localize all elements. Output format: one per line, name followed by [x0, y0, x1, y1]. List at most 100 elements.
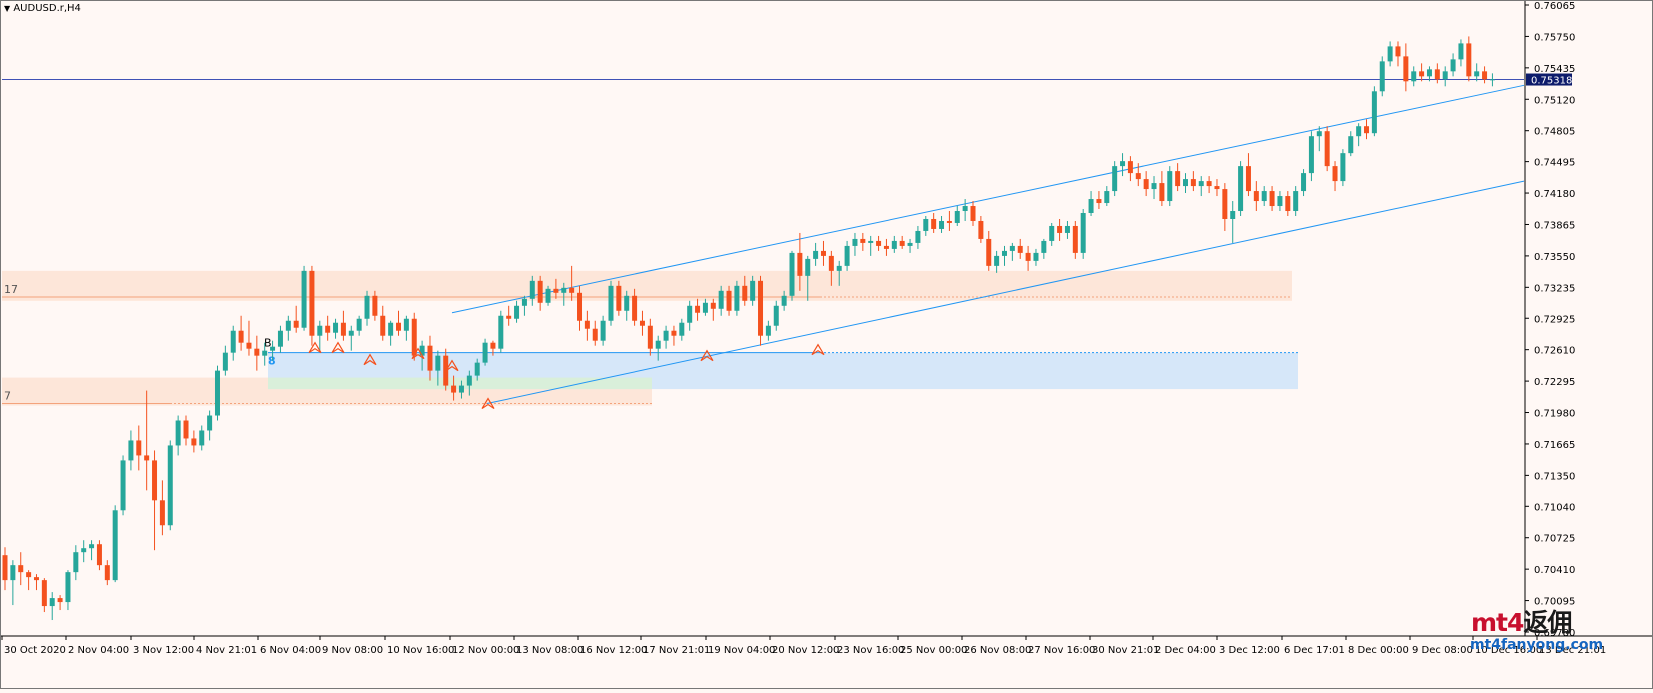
candle-body — [1033, 252, 1039, 261]
candle — [1206, 176, 1212, 194]
candle — [679, 318, 685, 341]
price-tick-label: 0.70095 — [1534, 597, 1575, 608]
candle-body — [529, 280, 535, 299]
candle — [1482, 66, 1488, 84]
candle — [1127, 156, 1133, 182]
candle-body — [443, 355, 449, 386]
candle — [214, 365, 220, 421]
candle-body — [946, 220, 952, 223]
candle — [1049, 222, 1055, 246]
candle-body — [632, 295, 638, 321]
candle — [608, 280, 614, 326]
marker-b-label: B — [264, 337, 272, 350]
candle — [868, 235, 874, 256]
candle — [1364, 119, 1370, 140]
candle-body — [624, 295, 630, 311]
candle-body — [907, 242, 913, 246]
price-tick-label: 0.73235 — [1534, 283, 1575, 294]
candle-body — [159, 500, 165, 526]
candle-body — [1340, 153, 1346, 182]
candle-body — [1214, 186, 1220, 190]
candle — [364, 290, 370, 326]
candle — [1458, 39, 1464, 67]
candle-body — [1371, 91, 1377, 134]
candle-body — [120, 460, 126, 511]
price-tick-label: 0.74180 — [1534, 189, 1575, 200]
candle-body — [750, 280, 756, 301]
candle — [954, 206, 960, 226]
watermark-brand-cn: 返佣 — [1523, 608, 1572, 637]
candle — [994, 250, 1000, 273]
candle — [380, 305, 386, 341]
triangle-down-icon[interactable]: ▼ — [4, 4, 11, 13]
candle-body — [325, 325, 331, 333]
candle — [96, 540, 102, 571]
candle-body — [1316, 131, 1322, 137]
candle — [514, 300, 520, 323]
candle-body — [388, 322, 394, 336]
candle — [49, 592, 55, 621]
candle-body — [1261, 191, 1267, 202]
candle-body — [616, 285, 622, 311]
watermark-brand: mt4 — [1471, 608, 1524, 637]
candle — [632, 288, 638, 326]
candle — [624, 290, 630, 321]
candle — [1261, 186, 1267, 207]
overlap-zone — [268, 377, 652, 390]
candle — [262, 342, 268, 366]
time-tick-label: 16 Nov 12:00 — [580, 645, 647, 656]
candle — [907, 238, 913, 253]
candle — [1340, 149, 1346, 187]
candle — [427, 335, 433, 381]
candle — [506, 305, 512, 326]
candle — [883, 238, 889, 256]
candle-body — [152, 460, 158, 501]
candle — [396, 310, 401, 336]
candle — [1269, 186, 1275, 212]
candle — [1104, 186, 1110, 207]
candle — [73, 545, 79, 581]
fractal-arrow-icon — [308, 341, 322, 354]
symbol-label: AUDUSD.r,H4 — [13, 3, 81, 14]
candle — [592, 320, 598, 346]
candle-body — [1426, 69, 1432, 77]
candle-body — [718, 290, 724, 309]
candle — [498, 310, 504, 353]
candle — [1253, 181, 1259, 212]
price-tick-label: 0.74495 — [1534, 158, 1575, 169]
candle-body — [136, 440, 142, 456]
candle — [120, 455, 126, 516]
time-tick-label: 8 Dec 00:00 — [1348, 645, 1409, 656]
candle — [1025, 245, 1031, 271]
candle — [671, 325, 677, 346]
candle — [10, 560, 16, 606]
candle-body — [655, 340, 661, 349]
candle-body — [1120, 161, 1126, 167]
candle — [104, 560, 110, 586]
candle — [655, 335, 661, 361]
candle — [946, 211, 952, 231]
time-tick-label: 30 Nov 21:01 — [1092, 645, 1159, 656]
candle-body — [954, 211, 960, 223]
candle — [1301, 169, 1307, 197]
candle — [1151, 176, 1157, 200]
candle-body — [175, 420, 181, 446]
candle — [577, 285, 583, 331]
candle-body — [1222, 189, 1228, 219]
candle — [1308, 131, 1314, 182]
candle-body — [805, 258, 811, 276]
candle — [466, 370, 472, 396]
candle — [844, 240, 850, 271]
candle — [923, 215, 929, 236]
candle — [734, 280, 740, 316]
candle — [152, 450, 158, 551]
candle-body — [789, 252, 795, 296]
time-tick-label: 4 Nov 21:01 — [196, 645, 257, 656]
candle-body — [65, 572, 71, 603]
candle — [1214, 179, 1220, 197]
candle-body — [112, 510, 118, 581]
candle — [970, 201, 976, 226]
